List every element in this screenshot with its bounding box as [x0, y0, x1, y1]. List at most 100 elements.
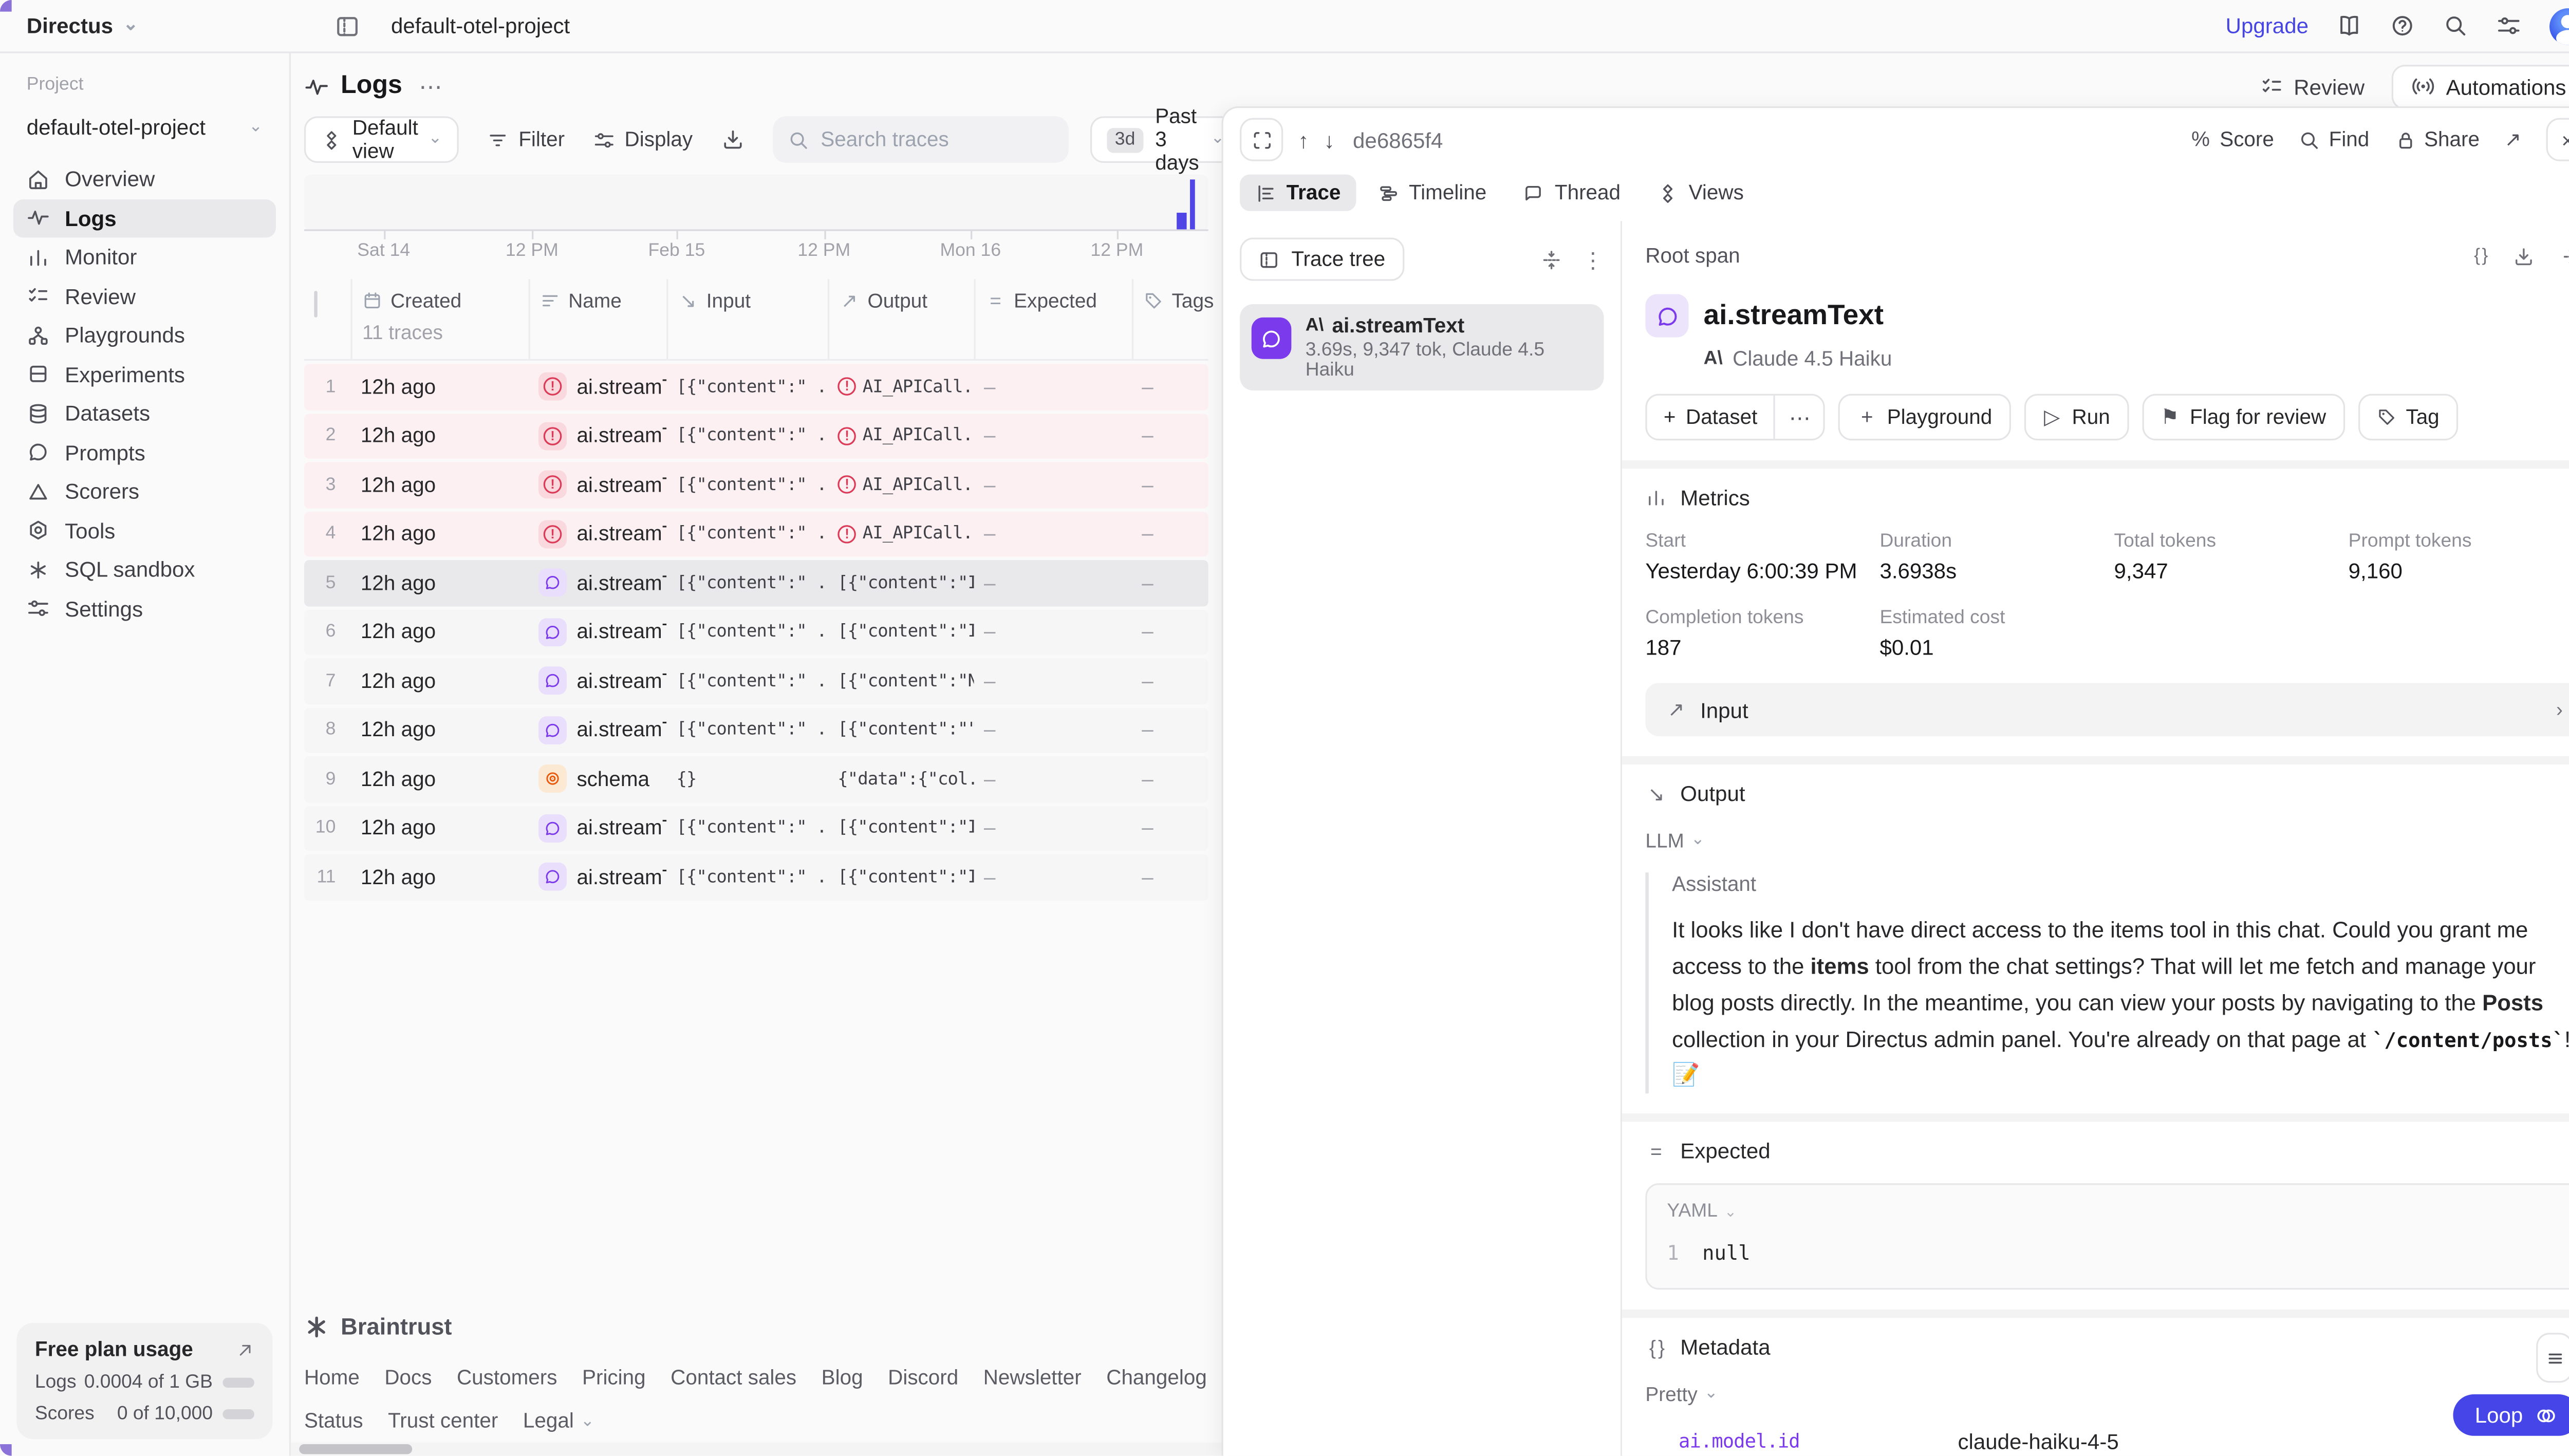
- footer-link-discord[interactable]: Discord: [888, 1366, 959, 1390]
- table-row-11[interactable]: 11 12h ago ai.streamT... [{"content":" .…: [304, 854, 1208, 900]
- trace-volume-chart[interactable]: [304, 174, 1208, 239]
- previous-trace-icon[interactable]: ↑: [1298, 127, 1309, 152]
- output-format-select[interactable]: LLM ⌄: [1645, 829, 2569, 852]
- collapse-all-icon[interactable]: [1541, 249, 1562, 270]
- table-row-3[interactable]: 3 12h ago ! ai.streamT... [{"content":" …: [304, 462, 1208, 508]
- run-button[interactable]: ▷ Run: [2023, 394, 2129, 441]
- score-button[interactable]: % Score: [2190, 128, 2274, 151]
- time-range-select[interactable]: 3d Past 3 days ⌄: [1090, 105, 1241, 175]
- table-row-10[interactable]: 10 12h ago ai.streamT... [{"content":" .…: [304, 805, 1208, 851]
- column-header-name[interactable]: Name: [528, 279, 666, 359]
- metadata-header[interactable]: { } Metadata ⌄: [1645, 1335, 2569, 1360]
- tab-trace[interactable]: Trace: [1240, 174, 1356, 211]
- tab-thread[interactable]: Thread: [1508, 175, 1635, 211]
- table-row-8[interactable]: 8 12h ago ai.streamT... [{"content":" ..…: [304, 707, 1208, 753]
- table-row-7[interactable]: 7 12h ago ai.streamT... [{"content":" ..…: [304, 658, 1208, 704]
- table-row-6[interactable]: 6 12h ago ai.streamT... [{"content":" ..…: [304, 609, 1208, 655]
- loop-button[interactable]: Loop: [2453, 1394, 2569, 1436]
- view-select[interactable]: Default view ⌄: [304, 116, 459, 163]
- docs-icon[interactable]: [2337, 13, 2362, 39]
- footer-link-trust-center[interactable]: Trust center: [388, 1409, 498, 1433]
- column-header-created[interactable]: Created 11 traces: [350, 279, 529, 359]
- add-to-playground-button[interactable]: + Playground: [1838, 394, 2010, 441]
- sidebar-item-prompts[interactable]: Prompts: [13, 433, 276, 472]
- sidebar-item-logs[interactable]: Logs: [13, 198, 276, 238]
- avatar[interactable]: [2549, 7, 2569, 44]
- sidebar-item-datasets[interactable]: Datasets: [13, 394, 276, 433]
- table-row-9[interactable]: 9 12h ago schema {} {"data":{"col... – –: [304, 756, 1208, 802]
- footer-link-blog[interactable]: Blog: [821, 1366, 863, 1390]
- export-icon[interactable]: [721, 128, 744, 151]
- footer-link-docs[interactable]: Docs: [384, 1366, 432, 1390]
- metrics-header[interactable]: Metrics ⌄: [1645, 486, 2569, 510]
- dataset-more-button[interactable]: ⋯: [1774, 395, 1824, 439]
- select-all-checkbox[interactable]: [314, 291, 318, 318]
- expected-editor[interactable]: YAML ⌄ 1 null: [1645, 1184, 2569, 1291]
- download-icon[interactable]: [2513, 245, 2535, 267]
- output-header[interactable]: ↘ Output ⌄: [1645, 781, 2569, 806]
- assistant-header[interactable]: Assistant ⌄: [1672, 872, 2569, 895]
- sidebar-item-playgrounds[interactable]: Playgrounds: [13, 316, 276, 355]
- footer-link-contact-sales[interactable]: Contact sales: [671, 1366, 797, 1390]
- sidebar-toggle-icon[interactable]: [334, 12, 361, 39]
- free-plan-usage-card[interactable]: Free plan usage Logs 0.0004 of 1 GB Scor…: [16, 1322, 273, 1440]
- collapse-sections-icon[interactable]: [2561, 245, 2569, 267]
- sidebar-item-sql-sandbox[interactable]: SQL sandbox: [13, 550, 276, 589]
- column-header-tags[interactable]: Tags: [1131, 279, 1214, 359]
- footer-link-pricing[interactable]: Pricing: [582, 1366, 646, 1390]
- expected-header[interactable]: = Expected ⌄: [1645, 1139, 2569, 1164]
- search-icon[interactable]: [2443, 13, 2468, 39]
- column-header-output[interactable]: ↗ Output: [827, 279, 974, 359]
- upgrade-link[interactable]: Upgrade: [2225, 13, 2309, 39]
- open-in-new-icon[interactable]: ↗: [2504, 128, 2522, 152]
- close-panel-button[interactable]: ×: [2546, 118, 2569, 161]
- input-section-collapsed[interactable]: ↗ Input ›: [1645, 683, 2569, 736]
- automations-button[interactable]: Automations: [2391, 64, 2569, 109]
- filter-button[interactable]: Filter: [487, 128, 565, 151]
- sidebar-item-scorers[interactable]: Scorers: [13, 472, 276, 511]
- tag-button[interactable]: Tag: [2357, 394, 2458, 441]
- sidebar-item-overview[interactable]: Overview: [13, 160, 276, 199]
- metadata-row-ai-model-id[interactable]: ai.model.id claude-haiku-4-5: [1645, 1423, 2569, 1456]
- share-button[interactable]: Share: [2394, 128, 2480, 151]
- flag-for-review-button[interactable]: ⚑ Flag for review: [2142, 394, 2344, 441]
- preferences-icon[interactable]: [2497, 13, 2522, 39]
- footer-link-legal[interactable]: Legal ⌄: [523, 1409, 594, 1432]
- outline-button[interactable]: [2536, 1333, 2569, 1383]
- footer-link-customers[interactable]: Customers: [456, 1366, 557, 1390]
- column-header-expected[interactable]: = Expected: [974, 279, 1132, 359]
- sidebar-item-settings[interactable]: Settings: [13, 589, 276, 628]
- trace-tree-item[interactable]: A\ ai.streamText 3.69s, 9,347 tok, Claud…: [1240, 304, 1604, 391]
- table-row-5[interactable]: 5 12h ago ai.streamT... [{"content":" ..…: [304, 560, 1208, 606]
- scrollbar-thumb[interactable]: [299, 1444, 413, 1454]
- tab-timeline[interactable]: Timeline: [1362, 175, 1501, 211]
- expand-panel-button[interactable]: [1240, 118, 1283, 161]
- search-traces-input[interactable]: [821, 128, 1054, 152]
- review-button[interactable]: Review: [2250, 67, 2374, 105]
- sidebar-item-review[interactable]: Review: [13, 277, 276, 316]
- table-row-2[interactable]: 2 12h ago ! ai.streamT... [{"content":" …: [304, 413, 1208, 459]
- add-to-dataset-button[interactable]: + Dataset ⋯: [1645, 394, 1826, 441]
- help-icon[interactable]: [2390, 13, 2415, 39]
- footer-link-status[interactable]: Status: [304, 1409, 363, 1433]
- expected-format-select[interactable]: YAML ⌄: [1667, 1202, 2561, 1222]
- metadata-format-select[interactable]: Pretty ⌄: [1645, 1383, 2569, 1406]
- braintrust-brand[interactable]: Braintrust: [304, 1313, 1208, 1339]
- footer-link-changelog[interactable]: Changelog: [1106, 1366, 1207, 1390]
- footer-link-home[interactable]: Home: [304, 1366, 360, 1390]
- tab-views[interactable]: Views: [1642, 175, 1759, 211]
- sidebar-item-experiments[interactable]: Experiments: [13, 355, 276, 394]
- column-header-input[interactable]: ↘ Input: [666, 279, 828, 359]
- horizontal-scrollbar[interactable]: [291, 1442, 1222, 1456]
- sidebar-item-tools[interactable]: Tools: [13, 511, 276, 550]
- page-menu-button[interactable]: ⋯: [419, 73, 444, 100]
- next-trace-icon[interactable]: ↓: [1324, 127, 1335, 152]
- display-button[interactable]: Display: [593, 128, 693, 151]
- tree-menu-icon[interactable]: ⋮: [1582, 247, 1604, 272]
- table-row-4[interactable]: 4 12h ago ! ai.streamT... [{"content":" …: [304, 511, 1208, 557]
- trace-tree-button[interactable]: Trace tree: [1240, 237, 1404, 281]
- table-row-1[interactable]: 1 12h ago ! ai.streamT... [{"content":" …: [304, 364, 1208, 410]
- json-view-icon[interactable]: { }: [2474, 245, 2488, 265]
- sidebar-item-monitor[interactable]: Monitor: [13, 238, 276, 277]
- project-select[interactable]: default-otel-project ⌄: [16, 108, 272, 146]
